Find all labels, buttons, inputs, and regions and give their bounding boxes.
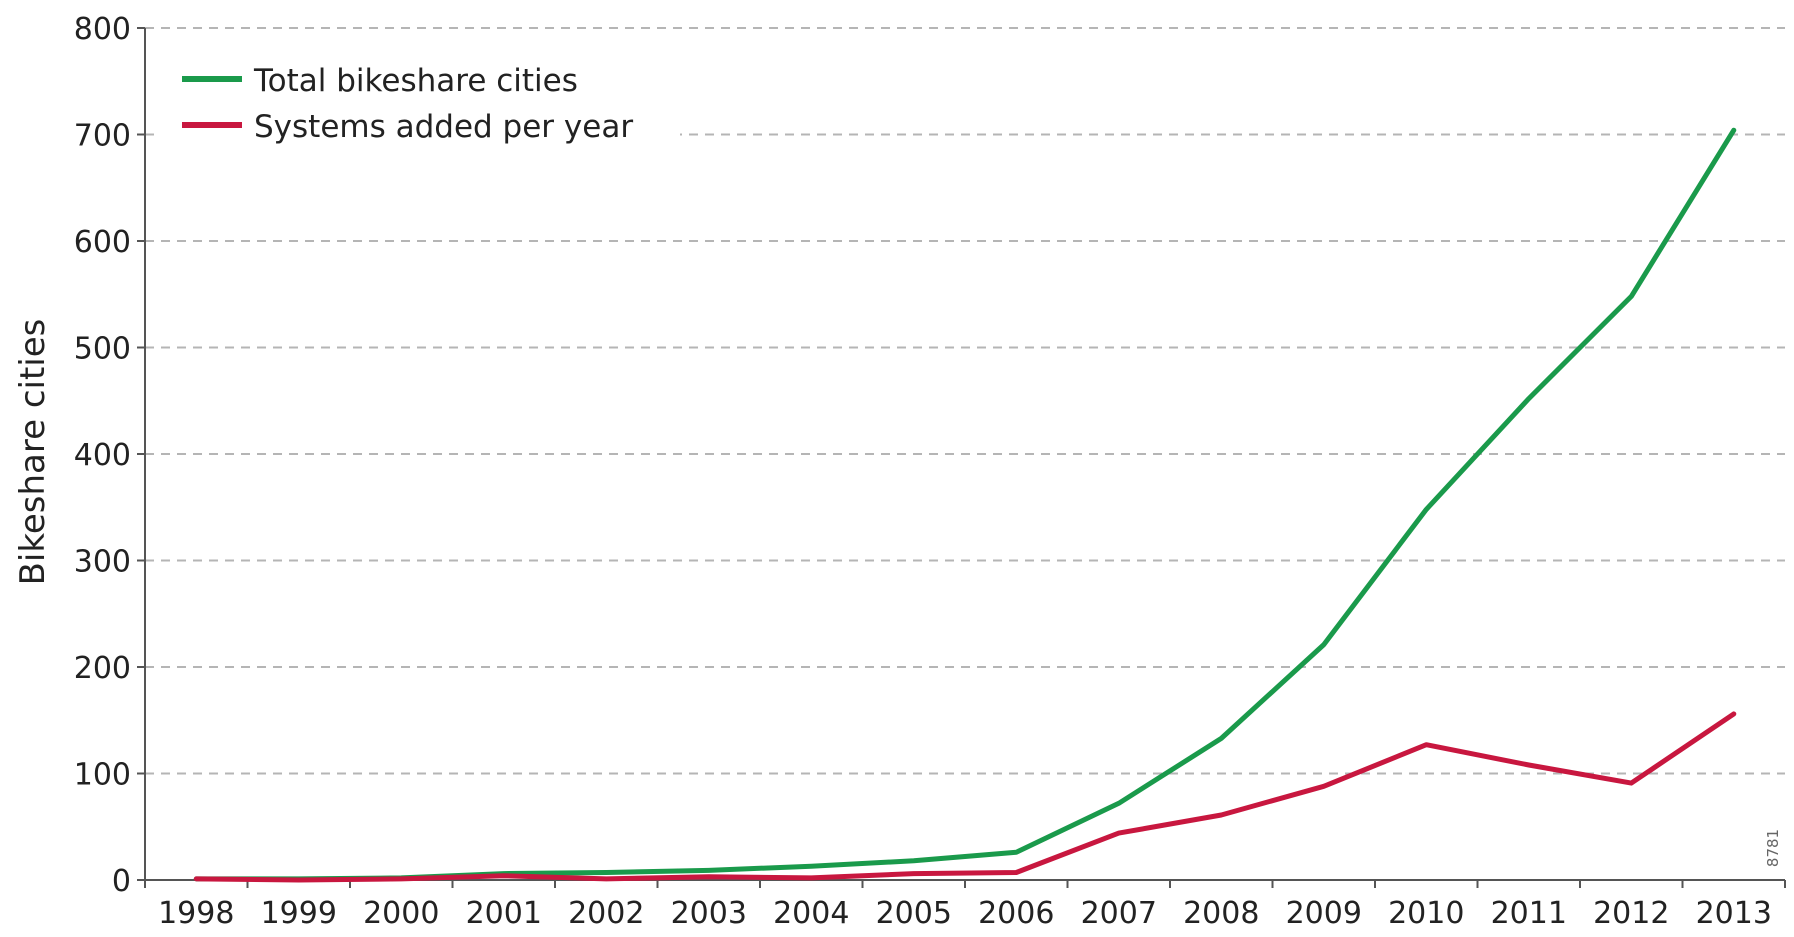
y-tick-label: 300 <box>74 545 131 580</box>
x-tick-label: 2011 <box>1491 896 1567 931</box>
x-tick-label: 2010 <box>1388 896 1464 931</box>
x-tick-label: 2003 <box>671 896 747 931</box>
y-tick-label: 0 <box>112 864 131 899</box>
x-tick-label: 2009 <box>1286 896 1362 931</box>
y-tick-label: 700 <box>74 119 131 154</box>
y-axis-title: Bikeshare cities <box>13 319 53 586</box>
x-tick-label: 2005 <box>876 896 952 931</box>
series-line-total-bikeshare-cities <box>193 127 1737 882</box>
x-tick-label: 2004 <box>773 896 849 931</box>
y-axis-ticks: 0 100 200 300 400 500 600 700 800 <box>74 12 145 899</box>
legend-label-total: Total bikeshare cities <box>253 63 578 99</box>
y-tick-label: 200 <box>74 651 131 686</box>
x-tick-label: 2008 <box>1183 896 1259 931</box>
y-tick-label: 400 <box>74 438 131 473</box>
x-tick-label: 2012 <box>1593 896 1669 931</box>
y-tick-label: 100 <box>74 758 131 793</box>
x-tick-label: 2002 <box>568 896 644 931</box>
y-tick-label: 600 <box>74 225 131 260</box>
series-line-systems-added-per-year <box>193 711 1737 883</box>
y-tick-label: 500 <box>74 332 131 367</box>
legend-label-added: Systems added per year <box>254 109 633 145</box>
legend-background <box>160 48 680 158</box>
series-lines <box>193 127 1737 883</box>
x-tick-label: 1999 <box>261 896 337 931</box>
legend: Total bikeshare cities Systems added per… <box>160 48 680 158</box>
x-axis-ticks: 1998 1999 2000 2001 2002 2003 2004 2005 2006 2007… <box>144 880 1786 931</box>
x-tick-label: 2007 <box>1081 896 1157 931</box>
x-tick-label: 1998 <box>158 896 234 931</box>
x-tick-label: 2006 <box>978 896 1054 931</box>
watermark-label: 8781 <box>1764 829 1782 867</box>
x-tick-label: 2013 <box>1696 896 1772 931</box>
x-tick-label: 2000 <box>363 896 439 931</box>
x-tick-label: 2001 <box>466 896 542 931</box>
y-tick-label: 800 <box>74 12 131 47</box>
